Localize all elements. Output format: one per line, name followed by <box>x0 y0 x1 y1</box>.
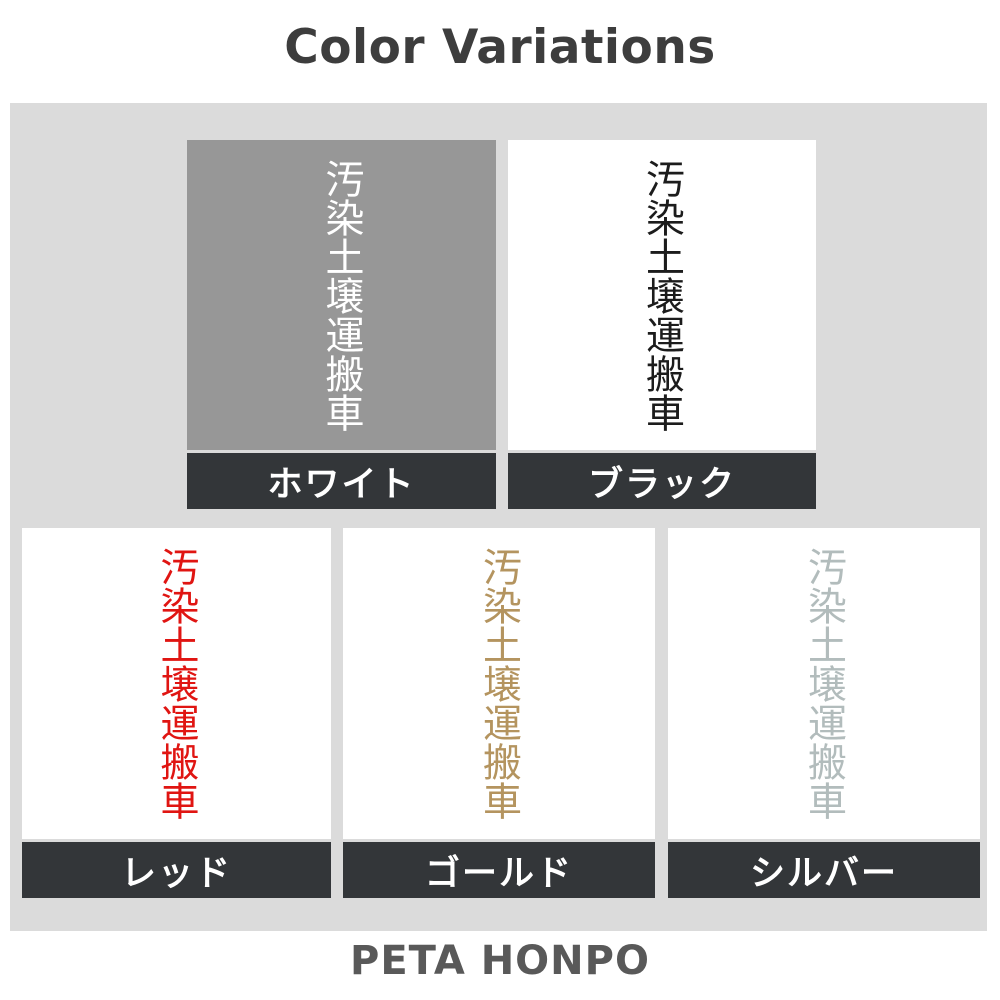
brand-name: PETA HONPO <box>350 938 650 984</box>
sticker-text: 汚染土壌運搬車 <box>154 547 199 820</box>
variant-card-gold: 汚染土壌運搬車 ゴールド <box>343 528 655 898</box>
variant-card-black: 汚染土壌運搬車 ブラック <box>508 140 816 509</box>
variant-label-gold: ゴールド <box>343 842 655 898</box>
variant-card-red: 汚染土壌運搬車 レッド <box>22 528 331 898</box>
variant-card-silver: 汚染土壌運搬車 シルバー <box>668 528 980 898</box>
sticker-text: 汚染土壌運搬車 <box>319 158 364 432</box>
variant-card-white: 汚染土壌運搬車 ホワイト <box>187 140 496 509</box>
page-title: Color Variations <box>284 20 716 75</box>
variant-label-silver: シルバー <box>668 842 980 898</box>
sticker-preview-red: 汚染土壌運搬車 <box>22 528 331 839</box>
sticker-text: 汚染土壌運搬車 <box>639 158 685 432</box>
sticker-text: 汚染土壌運搬車 <box>476 547 522 820</box>
sticker-text: 汚染土壌運搬車 <box>801 547 847 820</box>
variant-label-black: ブラック <box>508 453 816 509</box>
sticker-preview-black: 汚染土壌運搬車 <box>508 140 816 450</box>
variants-panel: 汚染土壌運搬車 ホワイト 汚染土壌運搬車 ブラック 汚染土壌運搬車 レッド 汚染… <box>10 103 987 931</box>
sticker-preview-white: 汚染土壌運搬車 <box>187 140 496 450</box>
variant-label-white: ホワイト <box>187 453 496 509</box>
sticker-preview-gold: 汚染土壌運搬車 <box>343 528 655 839</box>
sticker-preview-silver: 汚染土壌運搬車 <box>668 528 980 839</box>
variant-label-red: レッド <box>22 842 331 898</box>
